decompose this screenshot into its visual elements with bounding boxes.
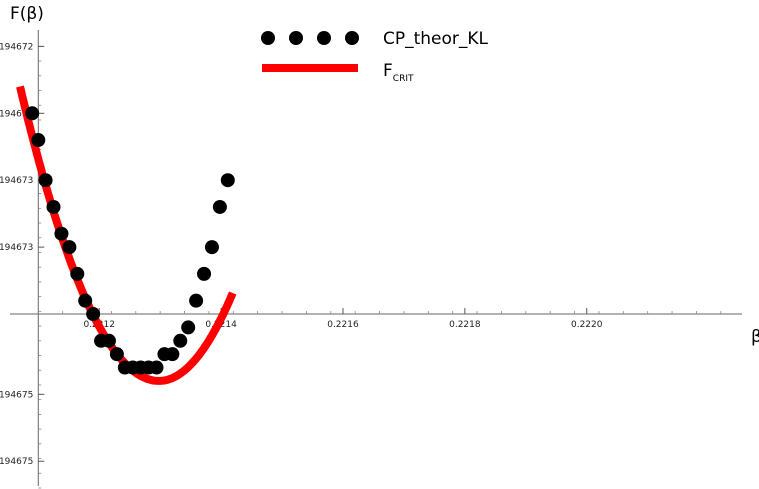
data-point [86,307,101,322]
legend-label-curve-main: F [383,61,393,81]
data-point [165,347,180,362]
data-point [204,240,219,255]
data-point [220,173,235,188]
data-point [109,347,124,362]
x-tick-label: 0.2216 [327,320,359,330]
data-point [25,106,40,121]
y-tick-label: −0.194672 [0,109,33,119]
legend-marker-point [289,31,303,45]
data-point [62,240,77,255]
data-point [101,333,116,348]
data-point [149,360,164,375]
data-point [78,293,93,308]
legend-marker-point [345,31,359,45]
data-point [31,133,46,148]
data-point [173,333,188,348]
crit-curve-line [16,85,237,385]
data-point [212,199,227,214]
crit-curve-layer [16,85,237,385]
legend-label-curve: FCRIT [383,61,414,84]
data-point [197,266,212,281]
legend-label-points: CP_theor_KL [383,29,489,49]
x-tick-label: 0.2218 [449,320,481,330]
data-point [46,199,61,214]
legend-marker-point [261,31,275,45]
y-tick-label: −0.194675 [0,390,33,400]
y-tick-label: −0.194673 [0,243,33,253]
y-tick-label: −0.194672 [0,42,33,52]
x-tick-label: 0.2220 [571,320,603,330]
data-point [38,173,53,188]
x-axis-label: β [751,327,759,347]
data-point [70,266,85,281]
axes: 0.22120.22140.22160.22180.2220−0.194672−… [0,30,742,489]
legend-label-curve-subscript: CRIT [393,74,414,84]
legend: CP_theor_KL FCRIT [261,29,489,84]
data-point [189,293,204,308]
y-axis-label: F(β) [10,4,44,24]
points-layer [25,106,235,375]
data-point [181,320,196,335]
data-point [54,226,69,241]
legend-marker-point [317,31,331,45]
y-tick-label: −0.194675 [0,457,33,467]
y-tick-label: −0.194673 [0,176,33,186]
